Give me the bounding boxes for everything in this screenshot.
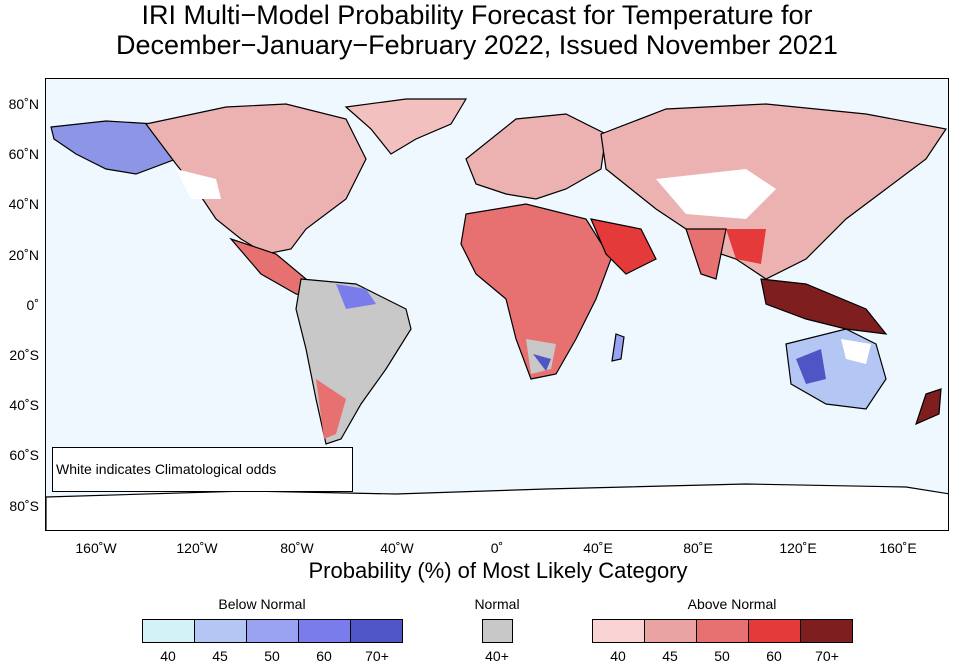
new-zealand: [915, 388, 942, 426]
lon-label-120w: 120˚W: [176, 540, 218, 556]
lat-label-0: 0˚: [26, 297, 39, 313]
africa: [460, 203, 612, 380]
antarctica: [46, 483, 948, 530]
lat-label-20s: 20˚S: [9, 347, 39, 363]
lat-label-20n: 20˚N: [8, 247, 39, 263]
legend-label-below-70: 70+: [365, 648, 389, 664]
lon-label-40e: 40˚E: [583, 540, 613, 556]
madagascar: [611, 333, 625, 362]
europe: [465, 113, 607, 200]
greenland: [344, 98, 468, 155]
legend-title-normal: Normal: [474, 596, 520, 612]
legend-label-above-60: 60: [766, 648, 782, 664]
legend-label-below-50: 50: [264, 648, 280, 664]
lon-label-120e: 120˚E: [779, 540, 817, 556]
legend-swatch-above-70: [800, 619, 853, 643]
legend-swatch-above-45: [644, 619, 697, 643]
lat-label-80s: 80˚S: [9, 498, 39, 514]
lat-label-80n: 80˚N: [8, 96, 39, 112]
legend-swatch-normal: [482, 619, 513, 643]
legend-swatch-above-60: [748, 619, 801, 643]
lon-label-80e: 80˚E: [683, 540, 713, 556]
legend-swatch-below-60: [298, 619, 351, 643]
legend-label-above-70: 70+: [815, 648, 839, 664]
legend-swatch-below-45: [194, 619, 247, 643]
legend-label-below-60: 60: [316, 648, 332, 664]
alaska: [50, 120, 187, 175]
lon-label-160w: 160˚W: [75, 540, 117, 556]
lat-label-60n: 60˚N: [8, 146, 39, 162]
land-regions: [46, 98, 948, 530]
legend-swatch-below-40: [142, 619, 195, 643]
lon-label-40w: 40˚W: [380, 540, 414, 556]
climatological-odds-note: White indicates Climatological odds: [52, 447, 353, 492]
legend-label-below-45: 45: [212, 648, 228, 664]
probability-axis-title: Probability (%) of Most Likely Category: [308, 558, 688, 583]
map-title-line2: December−January−February 2022, Issued N…: [116, 30, 838, 60]
lon-label-0: 0˚: [490, 540, 504, 556]
legend-label-normal-40: 40+: [485, 648, 509, 664]
legend-label-above-50: 50: [714, 648, 730, 664]
india: [685, 228, 727, 280]
legend-label-below-40: 40: [160, 648, 176, 664]
maritime-continent: [760, 278, 888, 335]
lat-label-60s: 60˚S: [9, 447, 39, 463]
arabia: [589, 218, 657, 275]
legend-swatch-below-50: [246, 619, 299, 643]
lon-label-80w: 80˚W: [280, 540, 314, 556]
north-america: [144, 103, 367, 255]
map-title-line1: IRI Multi−Model Probability Forecast for…: [141, 0, 813, 30]
legend-title-above-normal: Above Normal: [687, 596, 777, 612]
legend-swatch-above-40: [592, 619, 645, 643]
lat-label-40n: 40˚N: [8, 196, 39, 212]
legend-label-above-40: 40: [610, 648, 626, 664]
lat-label-40s: 40˚S: [9, 397, 39, 413]
legend-swatch-below-70: [350, 619, 403, 643]
legend-label-above-45: 45: [662, 648, 678, 664]
legend-swatch-above-50: [696, 619, 749, 643]
legend-title-below-normal: Below Normal: [218, 596, 306, 612]
lon-label-160e: 160˚E: [879, 540, 917, 556]
